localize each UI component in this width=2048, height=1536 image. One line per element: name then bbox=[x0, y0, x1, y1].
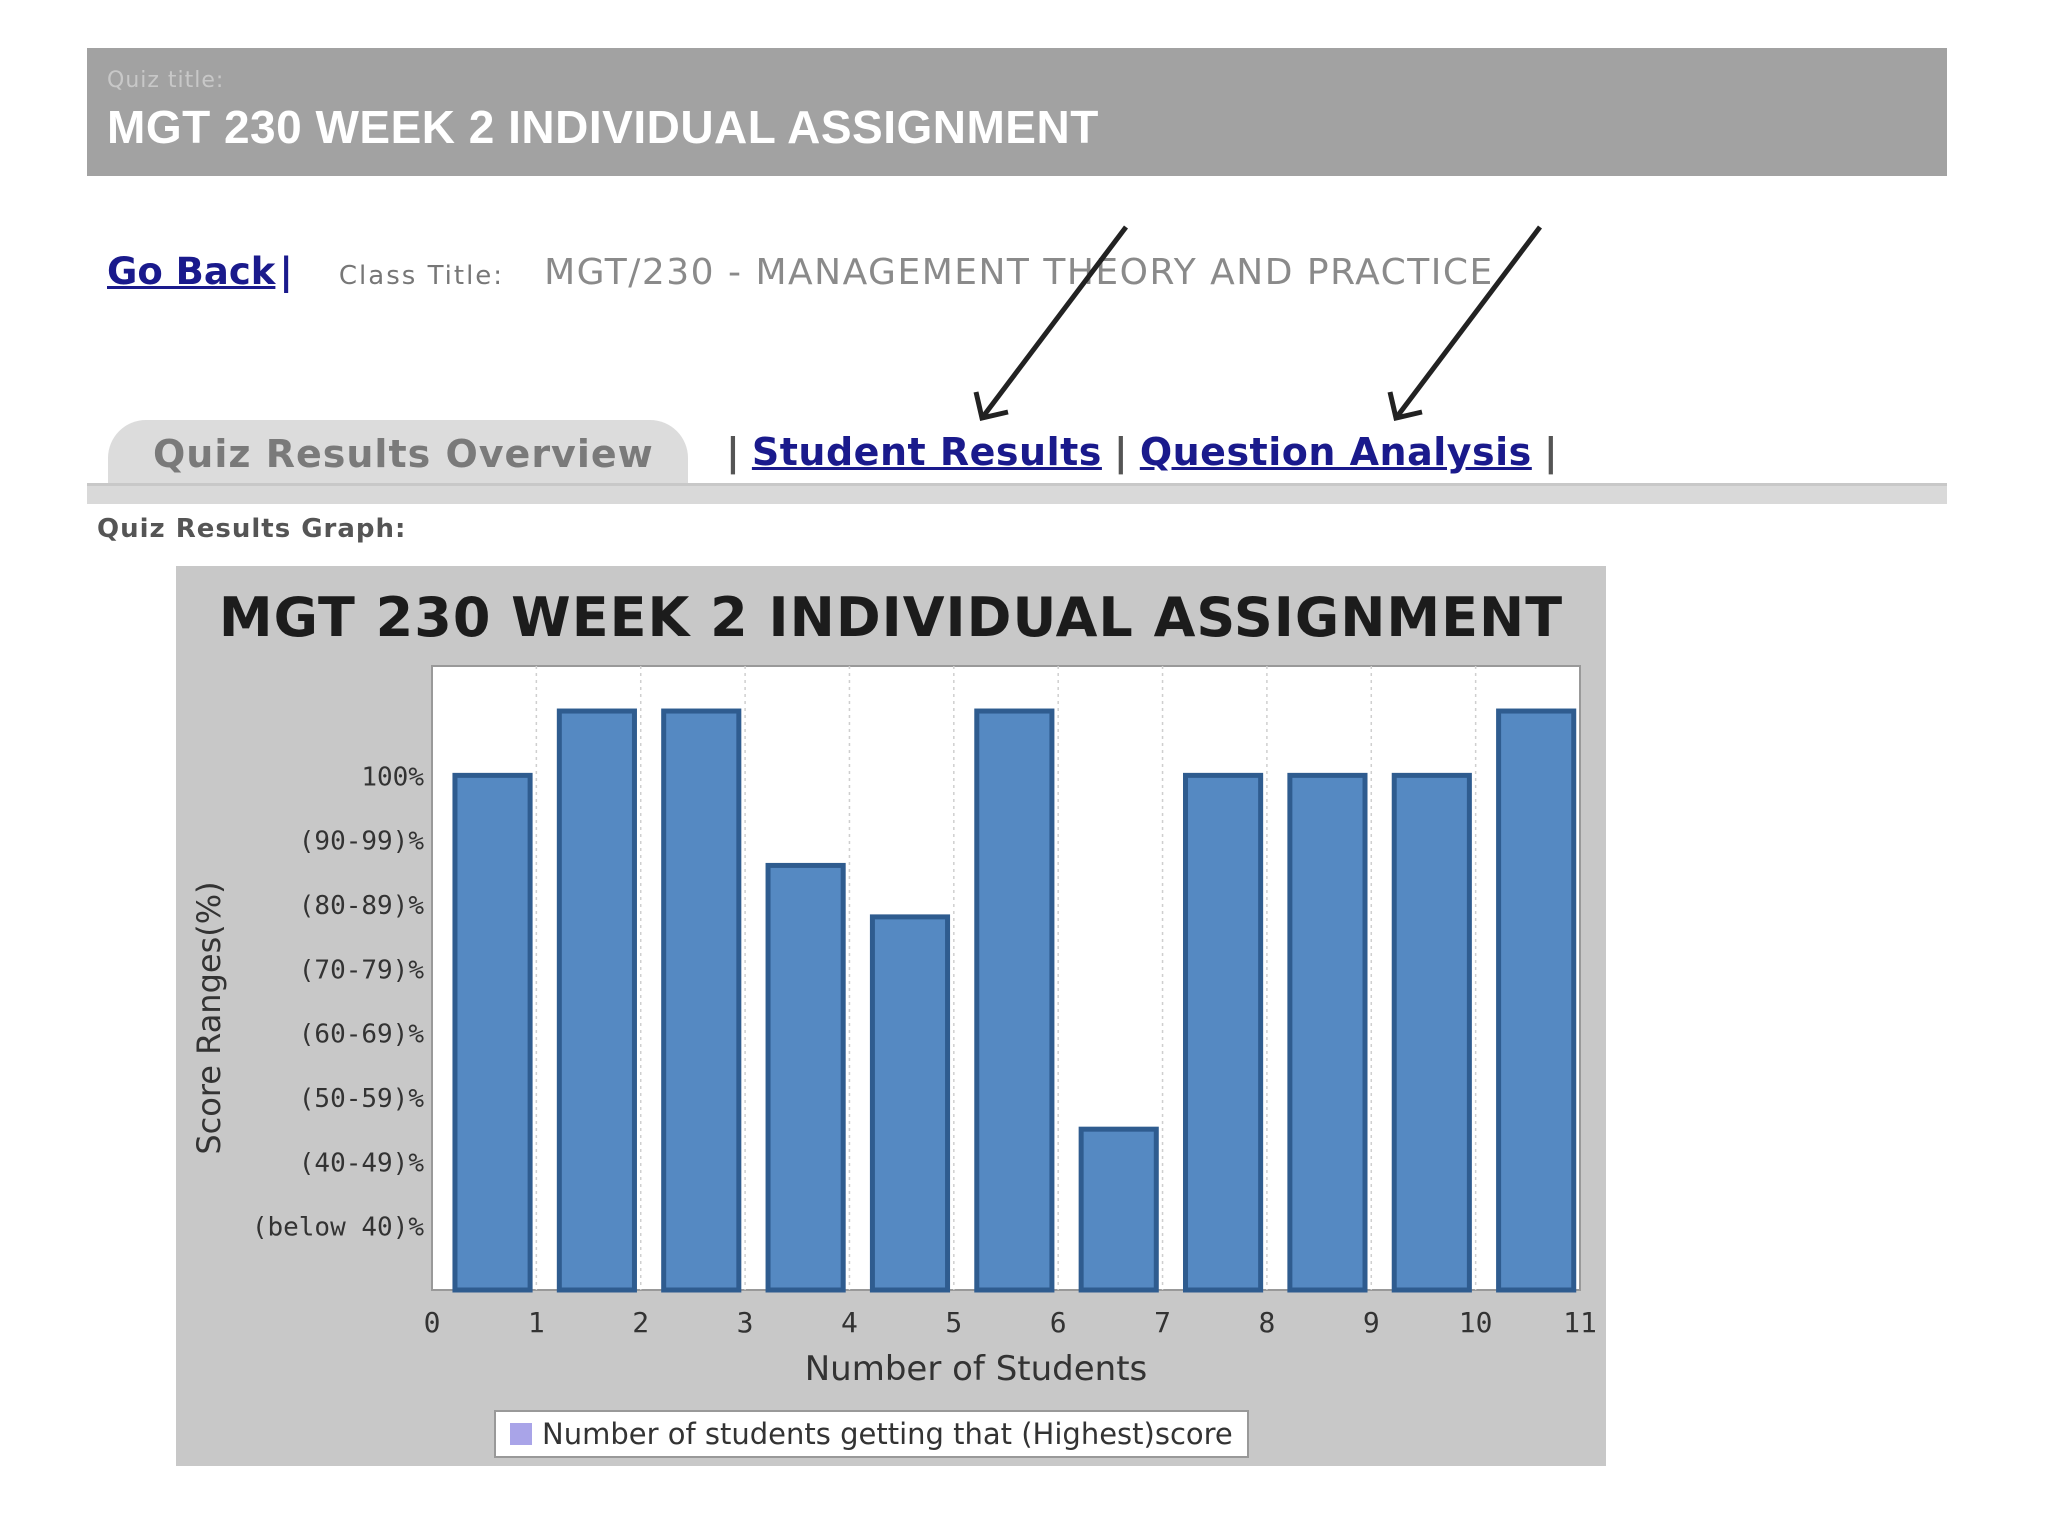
chart-bar bbox=[765, 862, 846, 1293]
x-tick-label: 1 bbox=[528, 1306, 545, 1339]
y-tick-label: (below 40)% bbox=[252, 1213, 425, 1243]
legend-label: Number of students getting that (Highest… bbox=[542, 1417, 1233, 1451]
x-tick-label: 3 bbox=[737, 1306, 754, 1339]
y-tick-label: (50-59)% bbox=[299, 1084, 425, 1114]
chart-bar bbox=[1391, 772, 1472, 1293]
y-tick-label: (60-69)% bbox=[299, 1020, 425, 1050]
tab-separator: | bbox=[1113, 430, 1128, 474]
y-tick-label: 100% bbox=[361, 762, 424, 792]
quiz-title-label: Quiz title: bbox=[107, 68, 225, 93]
chart-bar bbox=[1183, 772, 1264, 1293]
class-info-row: Go Back | Class Title: MGT/230 - MANAGEM… bbox=[107, 250, 1494, 300]
tab-student-results[interactable]: Student Results bbox=[751, 430, 1102, 474]
tab-quiz-results-overview-label: Quiz Results Overview bbox=[153, 432, 654, 476]
x-tick-label: 5 bbox=[945, 1306, 962, 1339]
x-tick-label: 11 bbox=[1563, 1306, 1597, 1339]
quiz-title-bar: Quiz title: MGT 230 WEEK 2 INDIVIDUAL AS… bbox=[87, 48, 1947, 176]
chart-bar bbox=[974, 708, 1055, 1293]
class-title-value: MGT/230 - MANAGEMENT THEORY AND PRACTICE bbox=[544, 252, 1494, 293]
x-axis-label: Number of Students bbox=[805, 1349, 1148, 1389]
chart-bar bbox=[1496, 708, 1577, 1293]
chart-title: MGT 230 WEEK 2 INDIVIDUAL ASSIGNMENT bbox=[218, 586, 1564, 649]
chart-bar bbox=[869, 914, 951, 1293]
graph-label: Quiz Results Graph: bbox=[97, 514, 407, 544]
chart-legend: Number of students getting that (Highest… bbox=[494, 1410, 1249, 1458]
go-back-link[interactable]: Go Back bbox=[107, 250, 276, 293]
quiz-title: MGT 230 WEEK 2 INDIVIDUAL ASSIGNMENT bbox=[107, 101, 1099, 153]
legend-swatch bbox=[510, 1423, 532, 1445]
x-tick-label: 7 bbox=[1154, 1306, 1171, 1339]
y-tick-label: (90-99)% bbox=[299, 827, 425, 857]
chart-bar bbox=[1078, 1126, 1159, 1293]
x-tick-label: 8 bbox=[1258, 1306, 1275, 1339]
y-tick-label: (70-79)% bbox=[299, 955, 425, 985]
tab-separator: | bbox=[1543, 430, 1558, 474]
chart-bar bbox=[1287, 772, 1368, 1293]
tab-quiz-results-overview[interactable]: Quiz Results Overview bbox=[108, 420, 688, 486]
y-tick-label: (40-49)% bbox=[299, 1148, 425, 1178]
x-tick-label: 2 bbox=[632, 1306, 649, 1339]
x-tick-label: 6 bbox=[1050, 1306, 1067, 1339]
quiz-results-chart: MGT 230 WEEK 2 INDIVIDUAL ASSIGNMENT (be… bbox=[176, 566, 1606, 1466]
y-axis-label: Score Ranges(%) bbox=[190, 881, 228, 1154]
x-tick-label: 9 bbox=[1363, 1306, 1380, 1339]
tab-separator: | bbox=[726, 430, 740, 474]
separator: | bbox=[279, 250, 293, 293]
x-tick-label: 10 bbox=[1459, 1306, 1493, 1339]
tab-question-analysis[interactable]: Question Analysis bbox=[1139, 430, 1532, 474]
chart-svg: (below 40)% (40-49)% (50-59)% (60-69)% (70-7… bbox=[190, 665, 1597, 1389]
x-tick-label: 4 bbox=[841, 1306, 858, 1339]
chart-bar bbox=[452, 772, 533, 1293]
chart-bar bbox=[556, 708, 637, 1293]
y-tick-label: (80-89)% bbox=[299, 891, 425, 921]
tab-links: | Student Results | Question Analysis | bbox=[714, 430, 1570, 474]
tab-strip bbox=[87, 483, 1947, 504]
chart-bar bbox=[661, 708, 742, 1293]
x-tick-label: 0 bbox=[424, 1306, 441, 1339]
class-title-label: Class Title: bbox=[338, 261, 505, 291]
